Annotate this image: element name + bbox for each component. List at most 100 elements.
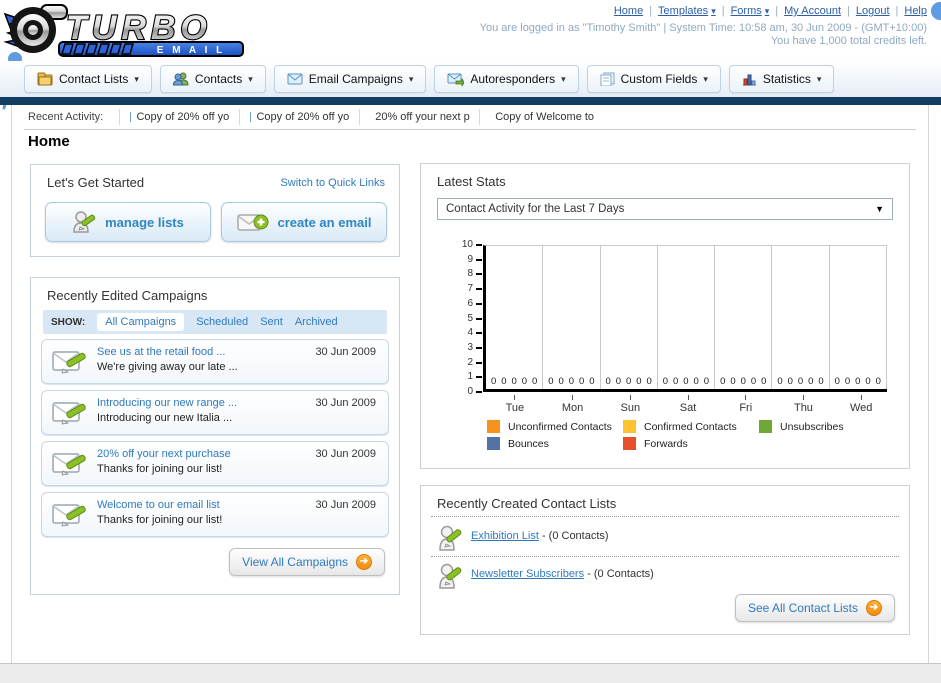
header-link-forms[interactable]: Forms ▾ xyxy=(730,5,770,17)
legend-item: Forwards xyxy=(623,437,759,450)
nav-tab-autoresponders[interactable]: Autoresponders ▾ xyxy=(434,65,579,93)
y-axis-label: 3 xyxy=(467,341,473,353)
campaign-title-link[interactable]: Welcome to our email list xyxy=(97,499,220,511)
bar-value: 0 xyxy=(844,376,851,387)
x-axis-label: Fri xyxy=(739,402,753,414)
campaign-title-link[interactable]: See us at the retail food ... xyxy=(97,346,226,358)
contacts-people-icon xyxy=(172,72,189,86)
report-select-value: Contact Activity for the Last 7 Days xyxy=(446,203,625,215)
x-axis-label: Sun xyxy=(620,402,641,414)
x-axis-tick xyxy=(629,395,631,400)
recent-activity-item[interactable]: Copy of 20% off yo xyxy=(239,109,359,125)
nav-tab-contacts[interactable]: Contacts ▾ xyxy=(159,65,266,93)
chevron-down-icon: ▾ xyxy=(703,73,708,84)
campaign-date: 30 Jun 2009 xyxy=(315,448,376,460)
link-separator: | xyxy=(649,5,653,17)
header-link-help[interactable]: Help xyxy=(904,5,927,17)
bar-value: 0 xyxy=(673,376,679,387)
campaign-subtitle: Introducing our new Italia ... xyxy=(97,412,233,424)
recent-contact-lists-panel: Recently Created Contact Lists Exhibitio… xyxy=(420,485,910,635)
switch-to-quick-links[interactable]: Switch to Quick Links xyxy=(280,177,385,189)
custom-fields-pages-icon xyxy=(600,72,615,86)
chevron-down-icon: ▾ xyxy=(816,73,822,84)
header-link-logout[interactable]: Logout xyxy=(855,5,890,17)
campaign-title-link[interactable]: Introducing our new range ... xyxy=(97,397,238,409)
x-axis-cell: Sun xyxy=(601,395,659,414)
see-all-contact-lists-label: See All Contact Lists xyxy=(747,601,858,615)
nav-tab-email-campaigns[interactable]: Email Campaigns ▾ xyxy=(273,65,427,93)
campaign-title-link[interactable]: 20% off your next purchase xyxy=(97,448,231,460)
get-started-title: Let's Get Started xyxy=(47,175,145,190)
header-links: Home | Templates ▾ | Forms ▾ | My Account … xyxy=(614,5,927,17)
content-frame xyxy=(11,105,929,663)
tab-scheduled[interactable]: Scheduled xyxy=(196,316,249,328)
recent-activity-bar: Recent Activity: Copy of 20% off yo Copy… xyxy=(12,105,928,129)
y-axis-label: 8 xyxy=(467,268,473,280)
create-email-button[interactable]: create an email xyxy=(221,202,387,242)
nav-tab-custom-fields[interactable]: Custom Fields ▾ xyxy=(586,65,721,93)
bar-value: 0 xyxy=(808,376,814,387)
bar-value: 0 xyxy=(662,376,669,387)
contact-lists-title: Recently Created Contact Lists xyxy=(437,496,617,511)
person-pencil-icon xyxy=(439,563,462,589)
nav-tab-label: Contacts xyxy=(194,72,243,86)
recent-activity-item[interactable]: Copy of Welcome to xyxy=(479,109,599,125)
link-separator: | xyxy=(847,5,850,17)
campaigns-filter-bar: SHOW: All Campaigns Scheduled Sent Archi… xyxy=(43,310,387,334)
x-axis-cell: Tue xyxy=(486,395,544,414)
legend-item: Unconfirmed Contacts xyxy=(487,420,623,433)
header-link-templates[interactable]: Templates ▾ xyxy=(658,5,716,17)
arrow-right-icon: ➔ xyxy=(356,554,372,570)
legend-swatch xyxy=(623,437,636,450)
envelope-icon xyxy=(250,112,252,122)
recent-activity-item[interactable]: Copy of 20% off yo xyxy=(119,109,239,125)
bar-value: 0 xyxy=(865,376,871,387)
campaign-row: 20% off your next purchase Thanks for jo… xyxy=(41,441,389,486)
bar-value: 0 xyxy=(578,376,585,387)
y-axis-label: 6 xyxy=(467,297,473,309)
y-axis-label: 4 xyxy=(467,327,473,339)
y-axis-tick xyxy=(476,346,482,349)
bar-value: 0 xyxy=(875,376,881,387)
x-axis-tick xyxy=(860,395,862,400)
nav-tab-statistics[interactable]: Statistics ▾ xyxy=(728,65,835,93)
contact-list-link[interactable]: Exhibition List xyxy=(471,530,539,542)
bar-value: 0 xyxy=(589,376,595,387)
envelope-pencil-icon xyxy=(52,504,86,527)
y-axis-tick xyxy=(476,332,482,335)
recent-activity-item[interactable]: 20% off your next p xyxy=(359,109,479,125)
y-axis-tick xyxy=(476,317,482,320)
y-axis-label: 5 xyxy=(467,312,473,324)
header-link-my-account[interactable]: My Account xyxy=(784,5,841,17)
nav-tab-label: Contact Lists xyxy=(59,72,129,86)
bar-value: 0 xyxy=(720,376,726,387)
campaign-subtitle: We're giving away our late ... xyxy=(97,361,238,373)
view-all-campaigns-button[interactable]: View All Campaigns ➔ xyxy=(229,548,385,576)
bar-value: 0 xyxy=(730,376,736,387)
tab-all-campaigns[interactable]: All Campaigns xyxy=(97,313,185,331)
envelope-pencil-icon xyxy=(52,402,86,425)
legend-swatch xyxy=(759,420,772,433)
nav-tab-contact-lists[interactable]: Contact Lists ▾ xyxy=(24,65,152,93)
y-axis-tick xyxy=(476,288,482,291)
bar-value: 0 xyxy=(626,376,632,387)
bar-value: 0 xyxy=(703,376,710,387)
manage-lists-button[interactable]: manage lists xyxy=(45,202,211,242)
see-all-contact-lists-button[interactable]: See All Contact Lists ➔ xyxy=(734,594,895,622)
credits-status: You have 1,000 total credits left. xyxy=(770,35,927,47)
header-link-home[interactable]: Home xyxy=(613,5,644,17)
report-select[interactable]: Contact Activity for the Last 7 Days ▼ xyxy=(437,198,893,220)
contact-list-link[interactable]: Newsletter Subscribers xyxy=(471,568,585,580)
bar-value: 0 xyxy=(777,376,783,387)
bar-value: 0 xyxy=(568,376,575,387)
page-title: Home xyxy=(28,133,70,150)
tab-sent[interactable]: Sent xyxy=(260,316,283,328)
statistics-chart-icon xyxy=(742,74,756,85)
campaign-subtitle: Thanks for joining our list! xyxy=(97,463,223,475)
chevron-down-icon: ▾ xyxy=(408,73,414,84)
legend-label: Confirmed Contacts xyxy=(644,420,737,433)
tab-archived[interactable]: Archived xyxy=(294,316,338,328)
